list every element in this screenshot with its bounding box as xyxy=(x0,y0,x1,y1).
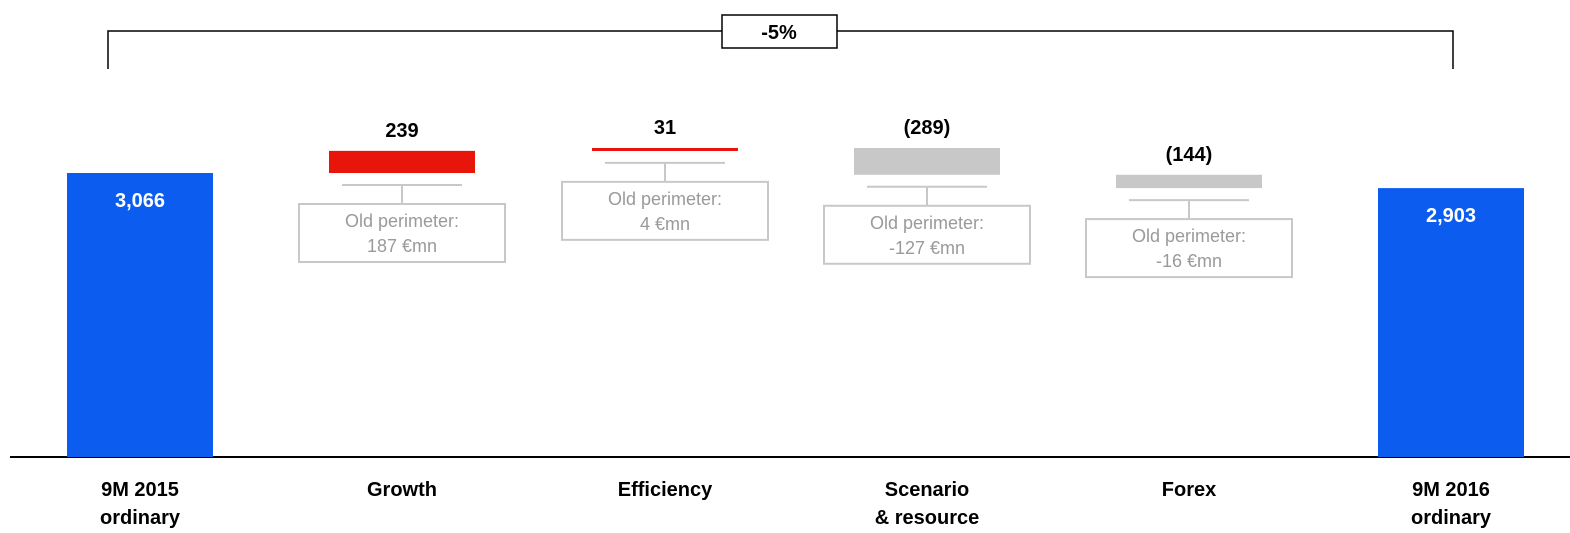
bar-2 xyxy=(592,147,738,151)
note-line1-3: Old perimeter: xyxy=(870,213,984,233)
value-label-0: 3,066 xyxy=(115,190,165,212)
category-label-0-1: ordinary xyxy=(100,507,181,529)
change-label: -5% xyxy=(761,22,797,44)
note-line1-1: Old perimeter: xyxy=(345,211,459,231)
value-label-3: (289) xyxy=(904,117,951,139)
bar-4 xyxy=(1116,174,1262,189)
change-bracket-left xyxy=(107,30,722,69)
category-label-2-0: Efficiency xyxy=(618,479,713,501)
bar-1 xyxy=(329,150,475,173)
category-label-5-1: ordinary xyxy=(1411,507,1492,529)
note-box-1 xyxy=(298,203,506,263)
note-line2-3: -127 €mn xyxy=(889,238,965,258)
note-line2-1: 187 €mn xyxy=(367,236,437,256)
note-line2-4: -16 €mn xyxy=(1156,251,1222,271)
value-label-2: 31 xyxy=(654,117,676,139)
category-label-5-0: 9M 2016 xyxy=(1412,479,1490,501)
category-label-3-0: Scenario xyxy=(885,479,969,501)
bar-5 xyxy=(1378,188,1524,457)
note-box-4 xyxy=(1085,218,1293,279)
note-line1-2: Old perimeter: xyxy=(608,189,722,209)
note-box-3 xyxy=(823,204,1031,265)
note-box-2 xyxy=(561,180,769,241)
bar-0 xyxy=(67,173,213,457)
category-label-4-0: Forex xyxy=(1162,479,1216,501)
note-line2-2: 4 €mn xyxy=(640,214,690,234)
value-label-4: (144) xyxy=(1166,144,1213,166)
category-label-1-0: Growth xyxy=(367,479,437,501)
bar-3 xyxy=(854,147,1000,175)
category-label-3-1: & resource xyxy=(875,507,980,529)
note-line1-4: Old perimeter: xyxy=(1132,226,1246,246)
category-label-0-0: 9M 2015 xyxy=(101,479,179,501)
change-box xyxy=(721,14,838,49)
value-label-1: 239 xyxy=(385,120,418,142)
value-label-5: 2,903 xyxy=(1426,205,1476,227)
change-bracket-right xyxy=(837,30,1454,69)
